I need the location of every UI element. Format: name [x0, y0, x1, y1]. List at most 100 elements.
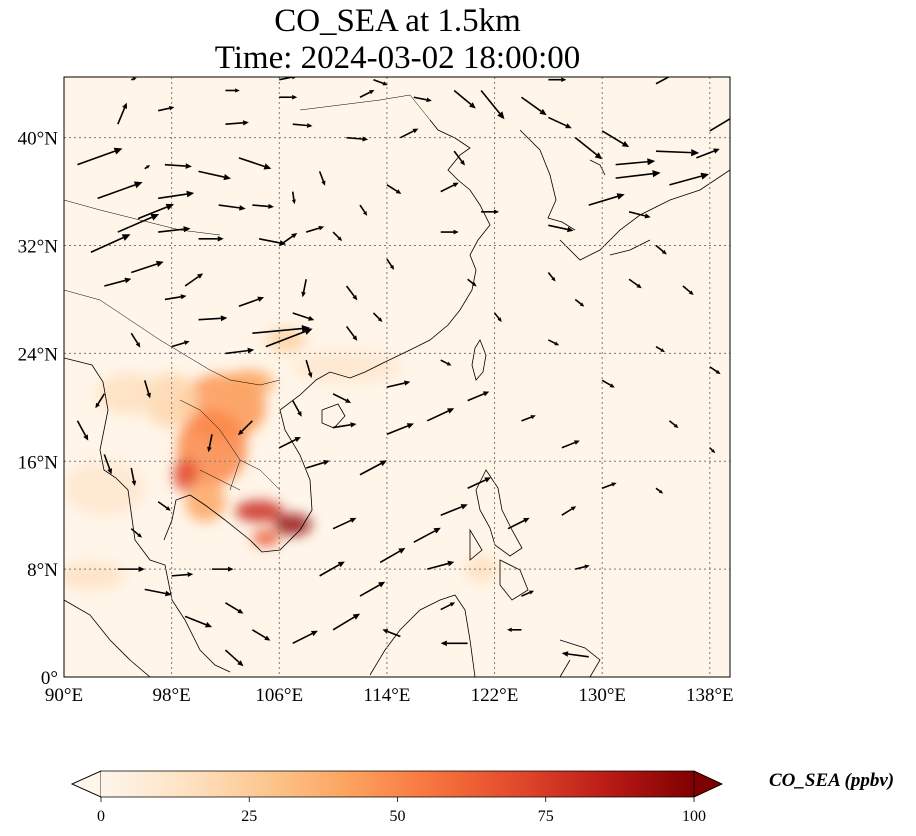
wind-arrow [481, 209, 500, 215]
colorbar-tick-label: 75 [538, 808, 554, 825]
colorbar-tick-label: 100 [682, 808, 706, 825]
coastline-sulawesi [559, 639, 601, 677]
wind-arrow [467, 278, 477, 287]
wind-arrow [548, 224, 574, 233]
wind-arrow [345, 285, 358, 301]
wind-arrow [548, 116, 572, 129]
wind-arrow [561, 651, 589, 658]
x-tick-label: 122°E [471, 685, 519, 706]
wind-arrow [144, 165, 151, 170]
wind-arrow [158, 105, 175, 112]
wind-arrow [292, 312, 315, 321]
wind-arrow [130, 467, 137, 487]
wind-arrow [237, 420, 253, 436]
wind-arrow [158, 190, 195, 200]
wind-arrow [379, 547, 406, 564]
map-frame-border [63, 76, 731, 678]
wind-arrow [292, 123, 313, 128]
wind-arrow [655, 487, 664, 494]
wind-arrow [655, 149, 700, 157]
y-tick-label: 16°N [18, 452, 59, 473]
wind-arrow [440, 359, 452, 366]
y-axis-ticks: 0° 8°N 16°N 24°N 32°N 40°N [18, 129, 59, 689]
wind-arrow [305, 225, 325, 233]
co-concentration-field [64, 327, 498, 590]
wind-arrow [655, 345, 665, 353]
wind-arrow [696, 148, 720, 159]
wind-arrow [252, 203, 274, 209]
wind-arrow [292, 400, 302, 417]
wind-arrow [332, 517, 357, 530]
wind-arrow [103, 454, 113, 475]
co-hotspot [273, 513, 312, 536]
coastlines-and-borders [64, 94, 730, 677]
wind-arrow [453, 150, 465, 166]
wind-arrow [131, 77, 137, 81]
wind-arrow [561, 506, 577, 516]
map-title: CO_SEA at 1.5km [274, 3, 521, 39]
wind-arrow [305, 359, 313, 379]
wind-arrow [130, 332, 141, 348]
wind-arrow [265, 328, 313, 348]
wind-arrow [400, 128, 419, 139]
wind-arrow [480, 89, 505, 120]
wind-arrow [104, 277, 132, 287]
wind-arrow [628, 211, 651, 219]
co-hotspot [64, 562, 125, 590]
wind-arrow [332, 231, 343, 242]
wind-arrow [301, 279, 307, 298]
wind-arrow [521, 590, 535, 597]
x-tick-label: 90°E [45, 685, 83, 706]
wind-arrow [386, 423, 414, 436]
wind-arrow [588, 193, 625, 206]
coastline-indochina [64, 119, 491, 673]
x-tick-label: 106°E [255, 685, 303, 706]
wind-arrow [198, 170, 231, 181]
co-hotspot [464, 555, 498, 583]
wind-arrow [669, 172, 710, 186]
border-lines [64, 94, 431, 491]
wind-arrow [601, 379, 615, 388]
wind-arrow [238, 296, 265, 307]
colorbar-tick-label: 0 [97, 808, 105, 825]
wind-arrow [709, 366, 721, 375]
wind-arrow [225, 602, 244, 614]
wind-arrow [218, 204, 246, 211]
wind-arrow [440, 504, 468, 516]
wind-arrow [601, 130, 630, 148]
wind-arrow [90, 234, 131, 254]
wind-arrow [319, 561, 345, 577]
wind-arrow [655, 244, 667, 255]
wind-arrow [278, 232, 298, 247]
y-tick-label: 8°N [27, 560, 58, 581]
wind-arrow [440, 602, 456, 611]
wind-arrow [655, 77, 671, 85]
wind-arrow [359, 581, 386, 597]
co-hotspot [172, 458, 198, 491]
wind-arrow [413, 96, 432, 103]
wind-arrow [372, 312, 383, 322]
wind-arrow [171, 572, 194, 578]
wind-arrow [117, 213, 160, 233]
wind-arrow [332, 613, 361, 631]
wind-arrow [547, 272, 556, 282]
wind-arrow [95, 393, 106, 409]
wind-arrow [332, 393, 352, 403]
wind-arrow [507, 517, 530, 530]
wind-arrow [144, 588, 172, 597]
colorbar-label: CO_SEA (ppbv) [769, 770, 895, 791]
colorbar-extend-min [71, 770, 102, 798]
wind-arrow [305, 460, 330, 469]
wind-arrow [76, 420, 89, 441]
wind-arrow [440, 182, 459, 193]
coastline-korea-japan [519, 129, 730, 261]
wind-arrow [224, 649, 244, 667]
coastline-philippines [469, 469, 529, 601]
wind-arrow [453, 89, 476, 109]
co-hotspot [64, 461, 145, 516]
wind-arrow [386, 184, 402, 194]
wind-arrow [332, 422, 357, 429]
wind-arrow [668, 420, 679, 429]
wind-arrow [292, 630, 318, 645]
